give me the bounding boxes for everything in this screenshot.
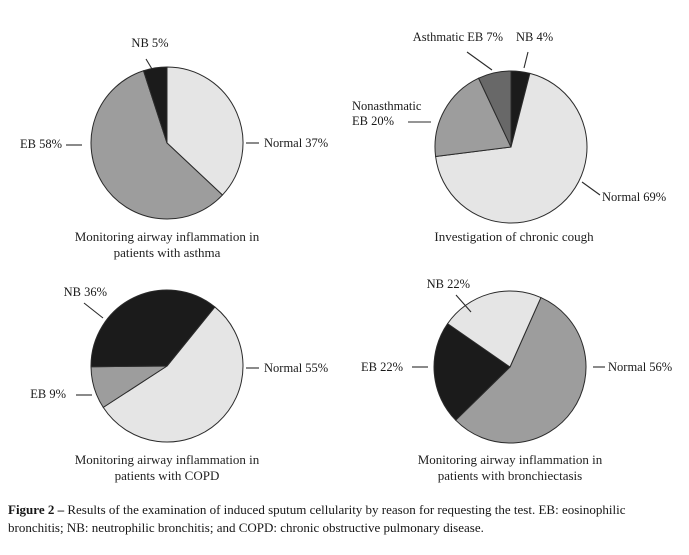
pie-title-asthma-line2: patients with asthma <box>113 244 221 260</box>
pie-title-bronchiectasis-line2: patients with bronchiectasis <box>437 467 583 483</box>
slice-label-eb-asthma: EB 58% <box>19 137 62 151</box>
slice-label-normal-asthma: Normal 37% <box>264 136 329 150</box>
pie-slice-nonasthmatic-eb <box>434 77 512 158</box>
pie-title-copd-line2: patients with COPD <box>114 467 220 483</box>
pie-slice-normal <box>455 297 587 444</box>
leader-normal-cough <box>581 181 601 196</box>
leader-lines <box>66 51 605 396</box>
pie-title-asthma-line1: Monitoring airway inflammation in <box>74 229 260 244</box>
pie-slice-normal <box>435 72 588 224</box>
pie-slice-asthmatic-eb <box>478 70 512 148</box>
slice-label-nb-cough: NB 4% <box>516 30 554 44</box>
slice-label-nb-copd: NB 36% <box>63 285 107 299</box>
pie-slice-nb <box>90 289 216 368</box>
slice-label-eb-copd: EB 9% <box>30 387 66 401</box>
slice-label-asthmatic-eb-cough: Asthmatic EB 7% <box>412 30 503 44</box>
pie-slice-normal <box>102 306 244 443</box>
slice-label-nonasthmatic-eb-cough: Nonasthmatic EB 20% <box>352 99 422 128</box>
slice-label-normal-bronchiectasis: Normal 56% <box>608 360 673 374</box>
pie-slice-nb <box>143 66 168 144</box>
pie-bronchiectasis <box>433 290 587 444</box>
slice-label-eb-bronchiectasis: EB 22% <box>360 360 403 374</box>
pie-slice-eb <box>433 323 511 421</box>
pie-title-cough: Investigation of chronic cough <box>374 229 654 245</box>
leader-asthmatic-eb-cough <box>466 51 493 71</box>
slice-label-nb-asthma: NB 5% <box>131 36 169 50</box>
figure-caption-text-line2: bronchitis; NB: neutrophilic bronchitis;… <box>8 520 484 535</box>
pie-asthma <box>90 66 244 220</box>
slice-label-normal-copd: Normal 55% <box>264 361 329 375</box>
pie-title-copd-line1: Monitoring airway inflammation in <box>74 452 260 467</box>
pie-title-bronchiectasis: Monitoring airway inflammation in patien… <box>370 452 650 483</box>
slice-label-nb-bronchiectasis: NB 22% <box>426 277 470 291</box>
pie-title-asthma: Monitoring airway inflammation in patien… <box>27 229 307 260</box>
figure-caption-label: Figure 2 – <box>8 502 65 517</box>
pie-title-copd: Monitoring airway inflammation in patien… <box>27 452 307 483</box>
leader-nb-copd <box>83 302 104 319</box>
leader-nb-cough <box>523 51 529 69</box>
leader-nb-bronchiectasis <box>455 294 472 313</box>
pie-copd <box>90 289 244 443</box>
pie-slice-normal <box>166 66 244 196</box>
slice-label-normal-cough: Normal 69% <box>602 190 667 204</box>
figure-caption: Figure 2 – Results of the examination of… <box>8 501 684 537</box>
figure-caption-text-line1: Results of the examination of induced sp… <box>67 502 626 517</box>
pie-slice-eb <box>90 70 223 220</box>
pie-title-bronchiectasis-line1: Monitoring airway inflammation in <box>417 452 603 467</box>
pie-title-cough-line1: Investigation of chronic cough <box>434 229 594 244</box>
pie-chronic-cough <box>434 70 588 224</box>
leader-nb-asthma <box>145 58 153 70</box>
pie-slice-nb <box>447 290 542 368</box>
